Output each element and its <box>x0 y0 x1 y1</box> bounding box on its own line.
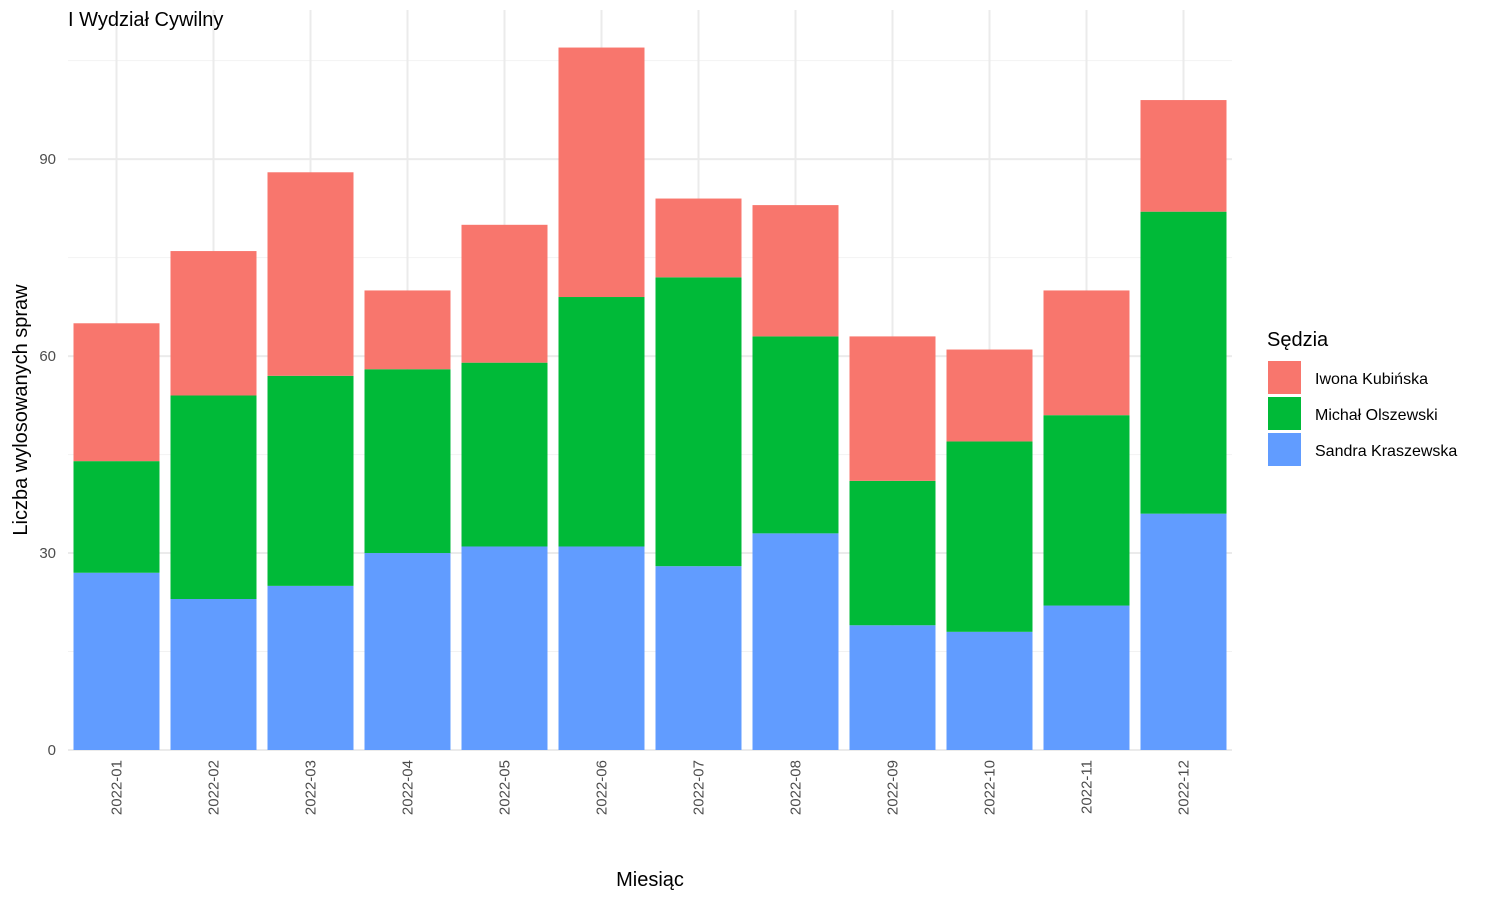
x-tick-label: 2022-09 <box>885 760 902 815</box>
bar-segment-2022-10-sandra-kraszewska <box>946 631 1033 750</box>
bar-segment-2022-02-sandra-kraszewska <box>170 599 257 750</box>
bar-segment-2022-05-sandra-kraszewska <box>461 546 548 750</box>
bar-segment-2022-08-michał-olszewski <box>752 336 839 534</box>
bar-segment-2022-03-michał-olszewski <box>267 375 354 586</box>
legend-swatch <box>1268 433 1301 466</box>
y-axis: 0 30 60 90 <box>39 151 56 759</box>
bar-segment-2022-01-michał-olszewski <box>73 461 160 573</box>
bar-segment-2022-08-iwona-kubińska <box>752 205 839 337</box>
y-tick-label: 0 <box>48 742 56 759</box>
bar-segment-2022-02-iwona-kubińska <box>170 251 257 396</box>
bar-segment-2022-11-michał-olszewski <box>1043 415 1130 606</box>
x-tick-label: 2022-08 <box>788 760 805 815</box>
bar-segment-2022-09-iwona-kubińska <box>849 336 936 481</box>
bar-segment-2022-11-sandra-kraszewska <box>1043 605 1130 750</box>
bar-segment-2022-10-iwona-kubińska <box>946 349 1033 442</box>
bar-segment-2022-04-michał-olszewski <box>364 369 451 554</box>
x-tick-label: 2022-02 <box>206 760 223 815</box>
legend-swatch <box>1268 361 1301 394</box>
x-tick-label: 2022-12 <box>1176 760 1193 815</box>
bar-segment-2022-07-michał-olszewski <box>655 277 742 567</box>
bars <box>73 47 1227 750</box>
bar-segment-2022-05-iwona-kubińska <box>461 224 548 363</box>
bar-segment-2022-05-michał-olszewski <box>461 362 548 547</box>
bar-segment-2022-11-iwona-kubińska <box>1043 290 1130 416</box>
bar-segment-2022-06-iwona-kubińska <box>558 47 645 298</box>
x-tick-label: 2022-05 <box>497 760 514 815</box>
bar-segment-2022-12-michał-olszewski <box>1140 211 1227 514</box>
bar-segment-2022-08-sandra-kraszewska <box>752 533 839 750</box>
legend-swatch <box>1268 397 1301 430</box>
x-tick-label: 2022-06 <box>594 760 611 815</box>
bar-segment-2022-02-michał-olszewski <box>170 395 257 600</box>
bar-segment-2022-12-sandra-kraszewska <box>1140 513 1227 750</box>
bar-segment-2022-06-sandra-kraszewska <box>558 546 645 750</box>
y-tick-label: 30 <box>39 545 56 562</box>
y-tick-label: 60 <box>39 348 56 365</box>
y-tick-label: 90 <box>39 151 56 168</box>
bar-segment-2022-09-michał-olszewski <box>849 480 936 626</box>
legend: Sędzia Iwona Kubińska Michał Olszewski San… <box>1267 329 1457 466</box>
bar-segment-2022-07-sandra-kraszewska <box>655 566 742 750</box>
y-axis-title: Liczba wylosowanych spraw <box>10 284 32 536</box>
bar-segment-2022-03-sandra-kraszewska <box>267 585 354 750</box>
bar-segment-2022-12-iwona-kubińska <box>1140 100 1227 212</box>
bar-segment-2022-04-iwona-kubińska <box>364 290 451 370</box>
legend-label: Sandra Kraszewska <box>1315 443 1457 460</box>
legend-label: Iwona Kubińska <box>1315 371 1428 388</box>
x-axis-title: Miesiąc <box>616 869 684 891</box>
bar-segment-2022-01-sandra-kraszewska <box>73 572 160 750</box>
x-tick-label: 2022-07 <box>691 760 708 815</box>
bar-segment-2022-10-michał-olszewski <box>946 441 1033 632</box>
chart-title: I Wydział Cywilny <box>68 9 223 31</box>
x-tick-label: 2022-11 <box>1079 760 1096 814</box>
x-tick-label: 2022-10 <box>982 760 999 815</box>
legend-label: Michał Olszewski <box>1315 407 1438 424</box>
legend-items: Iwona Kubińska Michał Olszewski Sandra Kra… <box>1268 361 1457 466</box>
x-axis: 2022-01 2022-02 2022-03 2022-04 2022-05 2022-… <box>109 760 1193 815</box>
bar-segment-2022-06-michał-olszewski <box>558 297 645 547</box>
bar-segment-2022-03-iwona-kubińska <box>267 172 354 376</box>
x-tick-label: 2022-03 <box>303 760 320 815</box>
bar-segment-2022-07-iwona-kubińska <box>655 198 742 278</box>
x-tick-label: 2022-04 <box>400 760 417 815</box>
legend-title: Sędzia <box>1267 329 1329 351</box>
bar-segment-2022-04-sandra-kraszewska <box>364 553 451 750</box>
bar-segment-2022-09-sandra-kraszewska <box>849 625 936 750</box>
bar-segment-2022-01-iwona-kubińska <box>73 323 160 462</box>
x-tick-label: 2022-01 <box>109 760 126 815</box>
